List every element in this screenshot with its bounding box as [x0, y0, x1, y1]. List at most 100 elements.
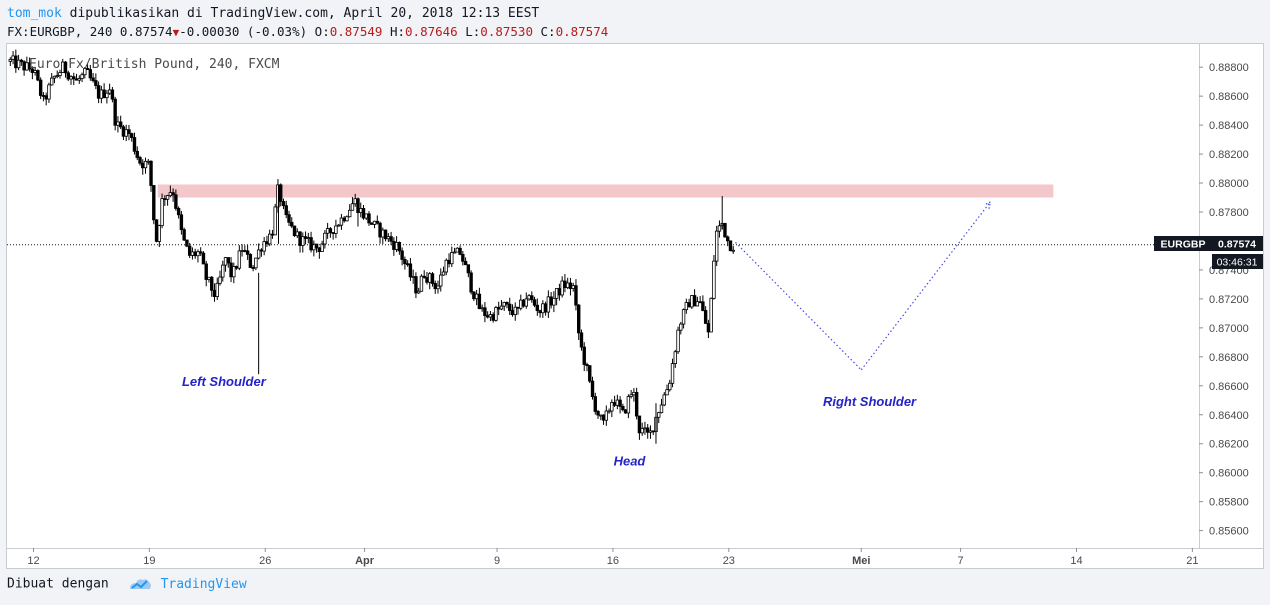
time-axis[interactable]: 12 19 26 Apr 9 16 23 Mei 7 14 21 — [7, 548, 1263, 567]
open-value: 0.87549 — [329, 24, 383, 39]
candle-body — [210, 276, 214, 291]
time-tick-label: Apr — [355, 555, 375, 567]
candle-body — [469, 272, 473, 293]
candle-body — [494, 307, 498, 321]
made-with-text: Dibuat dengan — [7, 576, 109, 592]
projection-layer — [735, 200, 992, 371]
candle-body — [444, 259, 448, 273]
candle-body — [347, 209, 352, 218]
candle-body — [152, 185, 156, 221]
candle-body — [709, 297, 713, 333]
candle-body — [425, 277, 429, 283]
candle-body — [681, 309, 686, 325]
candle-body — [588, 365, 592, 382]
candle-body — [524, 298, 528, 307]
candle-body — [416, 290, 421, 294]
candle-body — [516, 306, 520, 309]
candle-body — [193, 251, 197, 257]
candle-body — [163, 198, 167, 201]
candle-body — [121, 126, 126, 137]
candle-body — [466, 264, 471, 274]
candle-body — [447, 259, 451, 265]
candle-body — [610, 402, 614, 412]
candle-body — [452, 251, 457, 254]
candle-body — [350, 203, 355, 211]
candle-body — [717, 225, 722, 232]
candle-body — [439, 274, 443, 287]
candle-body — [519, 299, 523, 309]
candle-body — [508, 303, 512, 311]
candle-body — [648, 430, 653, 433]
candle-body — [157, 225, 162, 242]
candle-body — [433, 283, 437, 290]
candle-body — [245, 250, 250, 255]
candle-body — [146, 160, 150, 163]
candle-body — [19, 59, 24, 63]
candle-body — [668, 382, 672, 391]
candle-body — [36, 70, 40, 81]
candle-body — [726, 236, 730, 242]
symbol-label[interactable]: FX:EURGBP, 240 — [7, 24, 113, 39]
candle-body — [463, 260, 468, 266]
candle-body — [237, 250, 242, 269]
candle-body — [58, 72, 62, 76]
candle-body — [14, 55, 18, 69]
candle-body — [83, 68, 87, 76]
candle-body — [403, 259, 407, 265]
tradingview-logo-icon[interactable] — [127, 576, 153, 592]
candle-body — [314, 243, 319, 249]
candle-body — [375, 220, 379, 224]
candle-body — [41, 95, 46, 97]
publication-line: tom_mok dipublikasikan di TradingView.co… — [7, 6, 539, 21]
author-link[interactable]: tom_mok — [7, 6, 62, 21]
candle-body — [378, 222, 382, 238]
candle-body — [474, 293, 479, 300]
candle-body — [563, 280, 567, 289]
candle-body — [174, 194, 178, 209]
candle-body — [328, 228, 333, 233]
pattern-annotation: Right Shoulder — [823, 394, 917, 409]
candle-body — [428, 273, 432, 283]
price-change: -0.00030 (-0.03%) — [179, 24, 308, 39]
candle-body — [543, 303, 548, 313]
price-tick-label: 0.87000 — [1209, 323, 1249, 335]
last-price: 0.87574 — [119, 24, 173, 39]
candle-body — [198, 251, 203, 254]
candle-body — [218, 276, 222, 284]
candle-body — [634, 391, 639, 417]
candle-body — [339, 217, 344, 226]
candle-body — [331, 232, 335, 234]
candle-body — [141, 162, 145, 169]
tradingview-brand[interactable]: TradingView — [160, 576, 247, 592]
candle-body — [441, 271, 446, 276]
candle-body — [38, 79, 43, 96]
candle-body — [477, 293, 482, 310]
price-tick-label: 0.88800 — [1209, 62, 1249, 74]
price-tick-label: 0.88200 — [1209, 149, 1249, 161]
candle-body — [290, 221, 294, 227]
candle-body — [367, 213, 371, 224]
candle-body — [309, 237, 313, 251]
chart-symbol-title: Euro Fx/British Pound, 240, FXCM — [29, 57, 280, 72]
candle-body — [657, 412, 661, 418]
candle-body — [703, 310, 708, 324]
candle-body — [690, 295, 694, 308]
candle-body — [676, 329, 680, 353]
candle-body — [99, 89, 104, 99]
chart-panel[interactable]: Left Shoulder Head Right Shoulder 0.88800 0… — [6, 43, 1264, 569]
candlestick-series — [8, 49, 735, 444]
candle-body — [118, 121, 123, 128]
candle-body — [662, 394, 666, 406]
candle-body — [714, 230, 719, 262]
candle-body — [612, 402, 617, 406]
candle-body — [405, 263, 410, 266]
candle-body — [16, 59, 21, 69]
candle-body — [643, 427, 647, 430]
price-axis[interactable]: 0.88800 0.88600 0.88400 0.88200 0.88000 0.878… — [1199, 44, 1249, 548]
candle-body — [381, 229, 385, 238]
candle-body — [248, 253, 253, 268]
candle-body — [124, 129, 128, 137]
price-tag-price: 0.87574 — [1218, 239, 1256, 251]
high-value: 0.87646 — [405, 24, 458, 39]
